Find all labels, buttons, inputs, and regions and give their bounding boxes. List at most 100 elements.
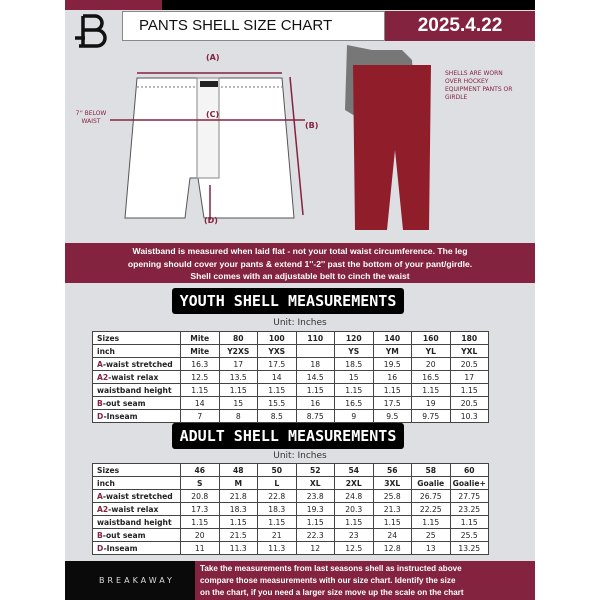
table-cell: 23.8 xyxy=(295,489,335,503)
adult-title: ADULT SHELL MEASUREMENTS xyxy=(172,423,404,449)
table-cell: 16 xyxy=(372,370,412,384)
pants-diagram xyxy=(110,45,431,230)
table-cell: 15 xyxy=(334,370,374,384)
table-cell: 20 xyxy=(411,357,451,371)
youth-unit: Unit: Inches xyxy=(273,318,327,328)
table-cell: 23.25 xyxy=(449,502,489,516)
table-cell: 180 xyxy=(449,331,489,345)
adult-table: Sizes 46 48 50 52 54 56 58 60 inch S M L XL 2XL 3XL Goal… xyxy=(92,463,489,555)
info-line: Shell comes with an adjustable belt to c… xyxy=(190,271,410,281)
table-cell: 3XL xyxy=(372,476,412,490)
row-code: B xyxy=(97,398,103,408)
table-cell: 27.75 xyxy=(449,489,489,503)
table-cell: 16.5 xyxy=(411,370,451,384)
table-cell: 48 xyxy=(218,463,258,477)
row-label: A-waist stretched xyxy=(92,357,181,371)
table-cell: 140 xyxy=(372,331,412,345)
table-cell: 60 xyxy=(449,463,489,477)
table-cell: 16 xyxy=(295,396,335,410)
table-cell: 14 xyxy=(257,370,297,384)
youth-table: Sizes Mite 80 100 110 120 140 160 180 inch Mite Y2X… xyxy=(92,331,489,423)
row-label: inch xyxy=(92,344,181,358)
table-cell: 16.3 xyxy=(180,357,220,371)
table-cell: YL xyxy=(411,344,451,358)
table-cell: 11.3 xyxy=(218,541,258,555)
row-code: A xyxy=(97,359,103,369)
table-cell: Mite xyxy=(180,331,220,345)
row-code: A2 xyxy=(97,504,109,514)
table-cell: XL xyxy=(295,476,335,490)
table-cell: 1.15 xyxy=(218,383,258,397)
table-cell: 8 xyxy=(218,409,258,423)
table-row: inch Mite Y2XS YXS YS YM YL YXL xyxy=(92,344,489,358)
table-cell: 58 xyxy=(411,463,451,477)
page-title: PANTS SHELL SIZE CHART xyxy=(122,11,385,41)
table-cell: 17.3 xyxy=(180,502,220,516)
table-cell: 120 xyxy=(334,331,374,345)
table-cell: Y2XS xyxy=(218,344,258,358)
table-row: A2-waist relax 12.5 13.5 14 14.5 15 16 16.5 17 xyxy=(92,370,489,384)
table-cell: 80 xyxy=(218,331,258,345)
top-bar-accent xyxy=(65,0,162,10)
top-bar xyxy=(162,0,535,10)
table-cell: 1.15 xyxy=(295,383,335,397)
table-cell: 8.75 xyxy=(295,409,335,423)
table-cell: 24.8 xyxy=(334,489,374,503)
shell-note: SHELLS ARE WORN OVER HOCKEY EQUIPMENT PA… xyxy=(445,70,513,101)
row-name: Sizes xyxy=(97,465,120,475)
table-cell: 1.15 xyxy=(180,515,220,529)
row-code: A xyxy=(97,491,103,501)
label-c: (C) xyxy=(206,110,220,119)
row-label: D-Inseam xyxy=(92,409,181,423)
brand-name: BREAKAWAY xyxy=(99,576,175,585)
footer-instructions: Take the measurements from last seasons … xyxy=(195,561,535,600)
row-name: waistband height xyxy=(97,385,172,395)
table-cell: 18.5 xyxy=(334,357,374,371)
table-row: Sizes 46 48 50 52 54 56 58 60 xyxy=(92,463,489,477)
table-cell: 25 xyxy=(411,528,451,542)
row-name: -waist relax xyxy=(108,372,159,382)
table-cell: 9.75 xyxy=(411,409,451,423)
table-cell: 12 xyxy=(295,541,335,555)
table-cell: 50 xyxy=(257,463,297,477)
table-row: inch S M L XL 2XL 3XL Goalie Goalie+ xyxy=(92,476,489,490)
below-waist-note: 7'' BELOW WAIST xyxy=(75,110,107,125)
table-row: D-Inseam 11 11.3 11.3 12 12.5 12.8 13 13.25 xyxy=(92,541,489,555)
table-cell: YXS xyxy=(257,344,297,358)
footer-brand: BREAKAWAY xyxy=(65,561,195,600)
brand-logo xyxy=(75,14,107,48)
table-cell: 22.3 xyxy=(295,528,335,542)
table-cell: 160 xyxy=(411,331,451,345)
table-cell: 46 xyxy=(180,463,220,477)
table-cell: 9.5 xyxy=(372,409,412,423)
label-a: (A) xyxy=(206,53,220,62)
row-label: B-out seam xyxy=(92,528,181,542)
label-b: (B) xyxy=(305,121,319,130)
table-cell: 1.15 xyxy=(257,515,297,529)
table-cell: YS xyxy=(334,344,374,358)
row-name: inch xyxy=(97,478,115,488)
table-cell: 20.3 xyxy=(334,502,374,516)
row-code: B xyxy=(97,530,103,540)
table-cell: 1.15 xyxy=(257,383,297,397)
table-cell: 1.15 xyxy=(372,383,412,397)
table-cell: 52 xyxy=(295,463,335,477)
table-cell: 1.15 xyxy=(449,383,489,397)
row-code: D xyxy=(97,543,104,553)
table-cell: 100 xyxy=(257,331,297,345)
table-cell: 20.5 xyxy=(449,357,489,371)
row-name: -out seam xyxy=(102,398,146,408)
table-cell: 14.5 xyxy=(295,370,335,384)
row-code: D xyxy=(97,411,104,421)
table-cell: 1.15 xyxy=(334,515,374,529)
table-cell: 56 xyxy=(372,463,412,477)
table-cell: 16.5 xyxy=(334,396,374,410)
table-cell: 7 xyxy=(180,409,220,423)
row-name: -Inseam xyxy=(103,543,138,553)
row-name: waistband height xyxy=(97,517,172,527)
table-cell: Goalie xyxy=(411,476,451,490)
table-cell: 1.15 xyxy=(180,383,220,397)
table-row: Sizes Mite 80 100 110 120 140 160 180 xyxy=(92,331,489,345)
table-row: B-out seam 14 15 15.5 16 16.5 17.5 19 20.5 xyxy=(92,396,489,410)
table-cell: 17.5 xyxy=(257,357,297,371)
